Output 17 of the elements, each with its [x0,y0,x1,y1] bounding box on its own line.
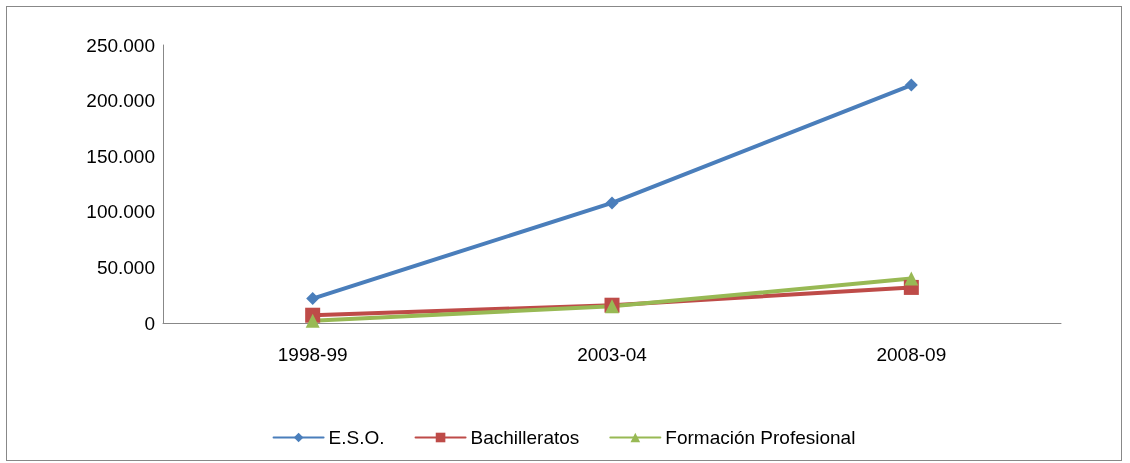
x-tick-label: 2008-09 [876,344,947,365]
legend-label: Formación Profesional [665,427,856,448]
x-tick-label: 1998-99 [277,344,348,365]
point [904,271,919,286]
y-tick-label: 100.000 [86,201,155,223]
legend-label: Bachilleratos [470,427,580,448]
point [305,313,320,328]
y-tick-label: 250.000 [86,34,155,56]
legend-label: E.S.O. [328,427,385,448]
point [306,292,320,306]
x-tick-label: 2003-04 [577,344,648,365]
y-tick-label: 50.000 [96,256,155,278]
point [605,196,619,210]
y-tick-label: 150.000 [86,145,155,167]
y-tick-label: 200.000 [86,90,155,112]
point [904,78,918,92]
y-tick-label: 0 [144,312,155,334]
